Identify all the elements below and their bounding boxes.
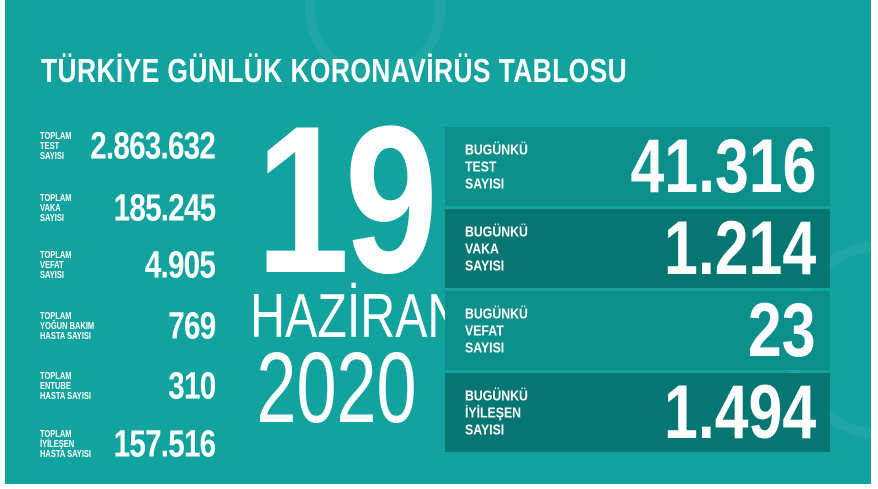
stat-label: TOPLAM ENTUBE HASTA SAYISI [40,371,91,402]
total-deaths: TOPLAM VEFAT SAYISI 4.905 [40,242,216,290]
infographic-card: TÜRKİYE GÜNLÜK KORONAVİRÜS TABLOSU TOPLA… [5,0,871,484]
date-day: 19 [256,82,438,317]
stat-label: BUGÜNKÜ VAKA SAYISI [465,223,528,274]
stat-value: 310 [167,365,216,408]
stat-label: BUGÜNKÜ TEST SAYISI [465,141,528,192]
stat-value: 23 [748,287,816,373]
stat-label: TOPLAM VEFAT SAYISI [40,250,72,281]
stat-label: TOPLAM İYİLEŞEN HASTA SAYISI [40,429,91,460]
stat-value: 1.494 [663,369,816,455]
total-recovered: TOPLAM İYİLEŞEN HASTA SAYISI 157.516 [40,421,216,469]
stat-value: 769 [167,305,216,348]
stat-value: 2.863.632 [90,125,216,168]
total-test: TOPLAM TEST SAYISI 2.863.632 [40,123,216,171]
stat-value: 185.245 [113,187,215,230]
page-title: TÜRKİYE GÜNLÜK KORONAVİRÜS TABLOSU [41,52,628,89]
today-deaths: BUGÜNKÜ VEFAT SAYISI 23 [445,291,830,370]
today-cases: BUGÜNKÜ VAKA SAYISI 1.214 [445,209,830,288]
stat-label: TOPLAM YOĞUN BAKIM HASTA SAYISI [40,311,95,342]
date-month: HAZİRAN [250,282,463,351]
total-intubated: TOPLAM ENTUBE HASTA SAYISI 310 [40,363,216,411]
date-year: 2020 [256,332,417,444]
stat-value: 4.905 [144,244,216,287]
stat-label: BUGÜNKÜ VEFAT SAYISI [465,305,528,356]
stat-label: TOPLAM VAKA SAYISI [40,193,72,224]
stat-value: 157.516 [113,423,215,466]
today-recovered: BUGÜNKÜ İYİLEŞEN SAYISI 1.494 [445,373,830,452]
stat-label: TOPLAM TEST SAYISI [40,131,72,162]
stat-value: 1.214 [663,205,816,291]
total-icu: TOPLAM YOĞUN BAKIM HASTA SAYISI 769 [40,303,216,351]
stat-value: 41.316 [630,123,816,209]
today-test: BUGÜNKÜ TEST SAYISI 41.316 [445,127,830,206]
total-cases: TOPLAM VAKA SAYISI 185.245 [40,185,216,233]
stat-label: BUGÜNKÜ İYİLEŞEN SAYISI [465,387,528,438]
